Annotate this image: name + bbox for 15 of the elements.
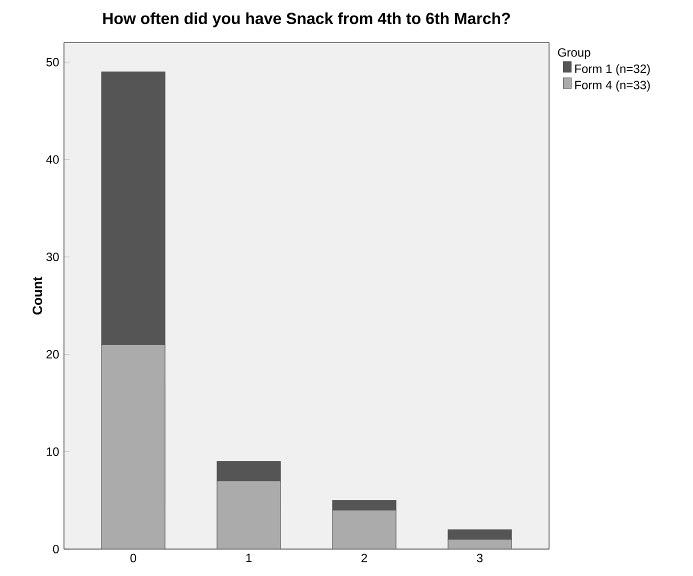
y-tick-label: 40 bbox=[46, 155, 59, 164]
x-tick-label: 2 bbox=[362, 554, 367, 562]
y-axis-title: Count bbox=[32, 276, 42, 315]
y-tick-label: 0 bbox=[53, 544, 59, 554]
y-tick-label: 50 bbox=[46, 58, 59, 67]
legend-title: Group bbox=[558, 48, 590, 60]
x-tick-label: 3 bbox=[476, 554, 483, 562]
x-tick-label: 0 bbox=[130, 554, 136, 562]
y-tick-label: 20 bbox=[46, 350, 59, 359]
legend-label: Form 1 (n=32) bbox=[575, 64, 650, 76]
y-tick-label: 30 bbox=[46, 252, 59, 262]
chart-title: How often did you have Snack from 4th to 6th March? bbox=[103, 12, 510, 28]
legend-label: Form 4 (n=33) bbox=[575, 80, 650, 92]
y-tick-label: 10 bbox=[46, 448, 59, 456]
x-tick-label: 1 bbox=[246, 554, 252, 562]
